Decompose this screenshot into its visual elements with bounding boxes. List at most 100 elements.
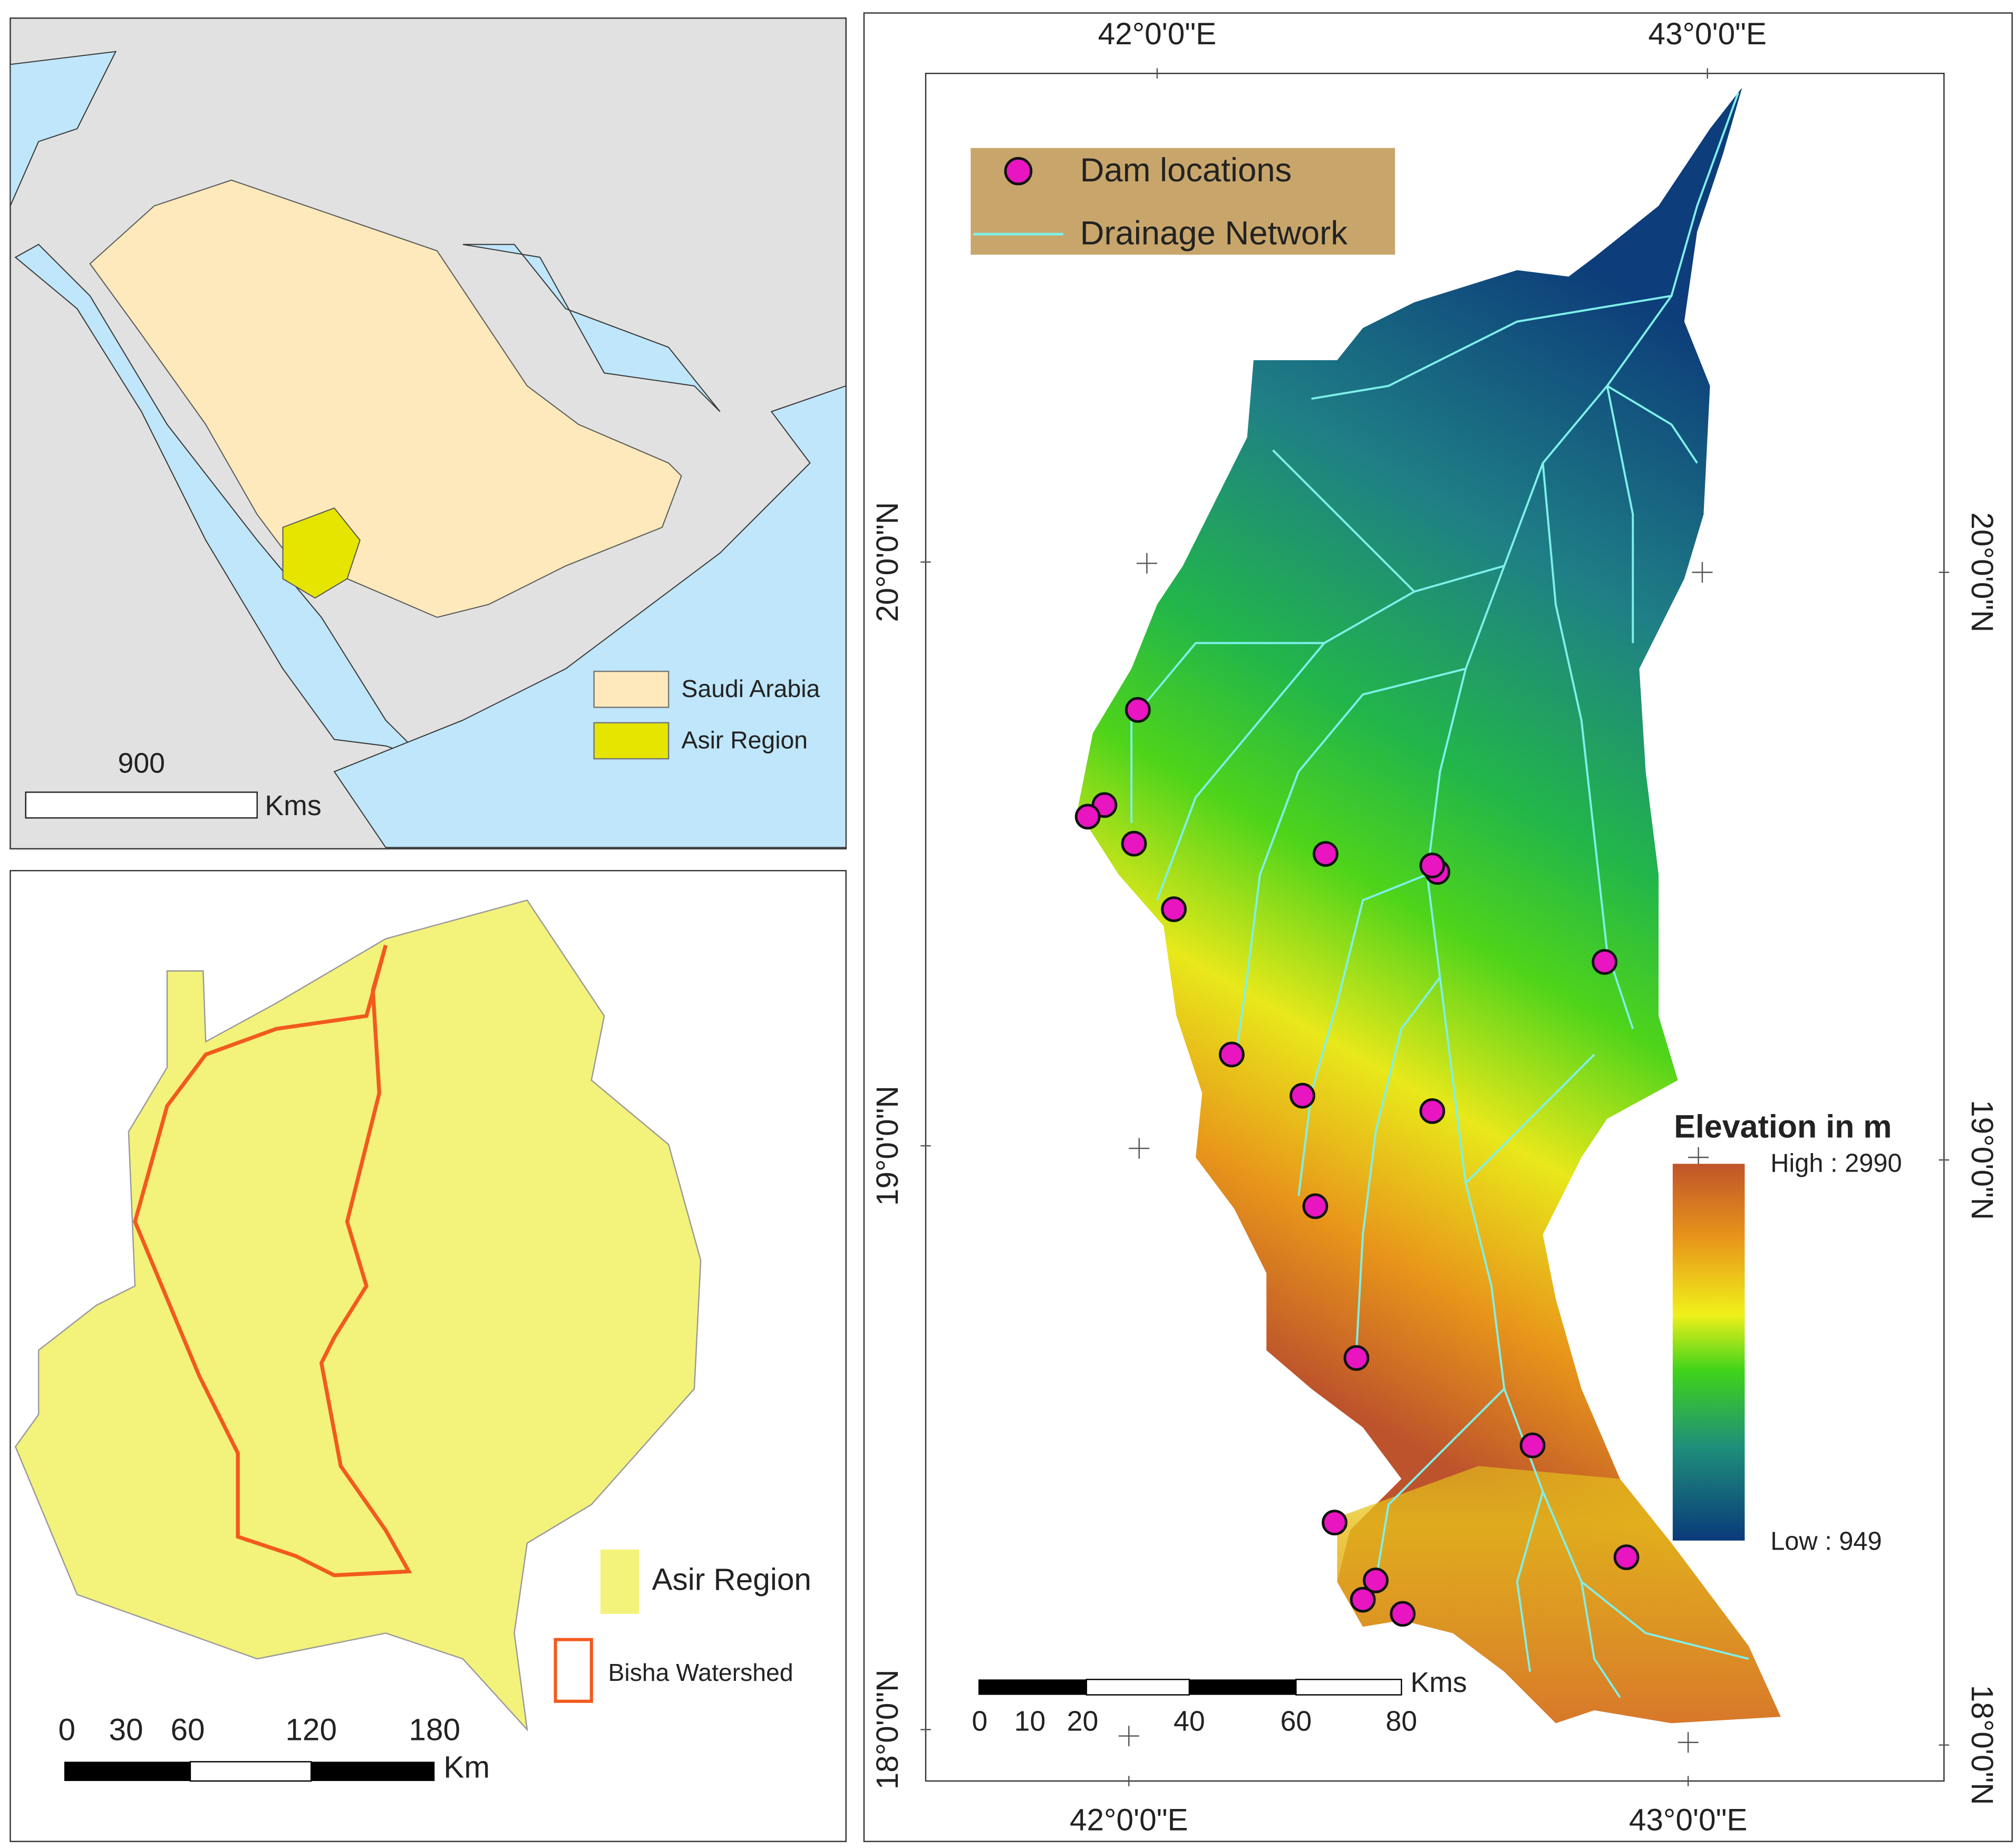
scale-labels: 0 30 60 120 180: [59, 1713, 461, 1747]
dam: [1343, 1345, 1370, 1371]
polyline: [1156, 565, 1505, 901]
scale-bar: [1189, 1679, 1296, 1695]
scale-unit: Kms: [265, 790, 321, 821]
asir-region: [282, 507, 361, 599]
scale-tick-label: 20: [1067, 1705, 1099, 1737]
asir-region: [14, 899, 702, 1732]
graticule-crosses: [920, 68, 1950, 1786]
path: [920, 68, 1950, 1786]
sea: [9, 51, 117, 206]
scale-tick-label: 40: [1174, 1705, 1205, 1737]
polyline: [1426, 92, 1749, 1660]
scale-bar: [1295, 1679, 1402, 1696]
sea: [462, 244, 721, 412]
scale-tick-label: 60: [171, 1713, 205, 1747]
scale-labels: 0 10 20 40 60 80: [972, 1705, 1417, 1737]
polyline: [1297, 873, 1428, 1196]
scale-label: 900: [118, 747, 166, 779]
legend-box: [971, 148, 1395, 255]
scale-bar: [1085, 1679, 1190, 1696]
dam: [1350, 1586, 1376, 1613]
dam: [1125, 697, 1151, 723]
longitude-label: 42°0'0"E: [1070, 1803, 1188, 1837]
dam: [1363, 1568, 1389, 1593]
legend-label: Asir Region: [682, 727, 808, 754]
legend-symbol: [1004, 157, 1033, 186]
legend-swatch: [593, 722, 670, 760]
latitude-label: 18°0'0"N: [1965, 1685, 1999, 1805]
inset-map: Saudi Arabia Asir Region 900 Kms: [9, 17, 847, 850]
scale-tick-label: 0: [972, 1705, 987, 1737]
dam: [1161, 896, 1187, 922]
dam: [1419, 853, 1446, 878]
longitude-label: 43°0'0"E: [1648, 17, 1767, 51]
polyline: [1374, 1388, 1505, 1582]
polyline: [1516, 1491, 1544, 1672]
elevation-title: Elevation in m: [1674, 1109, 1892, 1145]
polyline: [1311, 295, 1672, 400]
legend-label: Bisha Watershed: [608, 1659, 793, 1686]
elevation-low: Low : 949: [1770, 1527, 1882, 1556]
polyline: [1606, 385, 1698, 464]
watershed-dem: [1077, 88, 1781, 1724]
bisha-watershed: [133, 944, 412, 1578]
region-map: Asir Region Bisha Watershed 0 30 60 120 180 …: [9, 870, 847, 1842]
elevation-high: High : 2990: [1770, 1149, 1902, 1178]
scale-tick-label: 60: [1280, 1705, 1312, 1737]
longitude-label: 43°0'0"E: [1629, 1803, 1748, 1837]
dam-locations: [1074, 697, 1640, 1627]
latitude-label: 19°0'0"N: [870, 1086, 905, 1206]
latitude-label: 20°0'0"N: [870, 502, 905, 622]
legend-swatch: [600, 1549, 639, 1614]
dam: [1312, 841, 1339, 867]
scale-tick-label: 10: [1014, 1705, 1046, 1737]
polyline: [1272, 449, 1416, 593]
scale-tick-label: 80: [1385, 1705, 1417, 1737]
dam: [1519, 1433, 1546, 1458]
drainage-network: [1130, 92, 1749, 1698]
dam: [1290, 1082, 1315, 1109]
legend-swatch: [593, 671, 670, 708]
watershed-dem: [1337, 1466, 1781, 1724]
latitude-label: 20°0'0"N: [1965, 512, 1999, 633]
dam: [1322, 1510, 1348, 1536]
sea: [333, 385, 847, 848]
scale-bar: [64, 1762, 190, 1781]
scale-bar: [25, 791, 258, 819]
scale-tick-label: 30: [109, 1713, 143, 1747]
main-map: 42°0'0"E 43°0'0"E 42°0'0"E 43°0'0"E 20°0…: [863, 12, 2013, 1842]
scale-tick-label: 0: [59, 1713, 76, 1747]
legend-label: Saudi Arabia: [682, 675, 820, 702]
dam: [1390, 1601, 1416, 1627]
polyline: [1130, 642, 1324, 824]
dam: [1419, 1098, 1446, 1124]
polyline: [1355, 976, 1441, 1351]
scale-unit: Km: [443, 1750, 490, 1784]
dam: [1218, 1041, 1245, 1068]
polyline: [1606, 385, 1634, 643]
latitude-label: 18°0'0"N: [870, 1670, 905, 1790]
dam: [1613, 1544, 1640, 1570]
scale-bar: [189, 1761, 312, 1782]
saudi-arabia: [89, 179, 682, 618]
polyline: [1233, 667, 1466, 1068]
polyline: [1465, 1053, 1595, 1184]
scale-bar: [311, 1762, 435, 1781]
legend-label: Asir Region: [652, 1562, 811, 1597]
scale-tick-label: 120: [285, 1713, 337, 1747]
scale-bar: [978, 1679, 1087, 1695]
dam: [1592, 949, 1617, 975]
scale-tick-label: 180: [409, 1713, 460, 1747]
polyline: [1580, 1581, 1621, 1698]
elevation-ramp: [1672, 1164, 1745, 1541]
longitude-label: 42°0'0"E: [1098, 17, 1217, 51]
dam: [1302, 1193, 1329, 1220]
dam: [1121, 830, 1147, 857]
latitude-label: 19°0'0"N: [1965, 1100, 1999, 1220]
dam: [1074, 804, 1101, 830]
legend-label: Dam locations: [1080, 152, 1292, 189]
legend-label: Drainage Network: [1080, 215, 1348, 251]
scale-unit: Kms: [1410, 1667, 1467, 1698]
